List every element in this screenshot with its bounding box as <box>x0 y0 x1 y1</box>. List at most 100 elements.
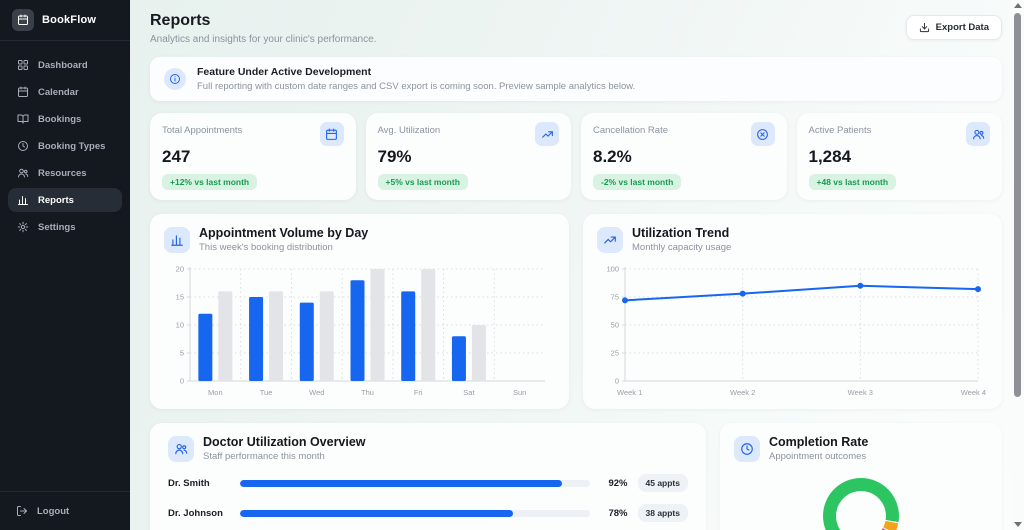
vertical-scrollbar[interactable] <box>1012 0 1024 530</box>
logout-label: Logout <box>37 506 69 517</box>
doctor-row-dr-johnson: Dr. Johnson78%38 appts <box>168 504 688 522</box>
stat-value: 79% <box>378 147 560 167</box>
banner-text: Full reporting with custom date ranges a… <box>197 81 635 92</box>
stat-trend-badge: -2% vs last month <box>593 174 681 190</box>
sidebar-item-label: Dashboard <box>38 60 88 71</box>
svg-text:5: 5 <box>180 349 184 358</box>
doctor-utilization-card: Doctor Utilization Overview Staff perfor… <box>150 423 706 530</box>
sidebar-item-label: Settings <box>38 222 75 233</box>
sidebar-item-label: Booking Types <box>38 141 105 152</box>
completion-card-title: Completion Rate <box>769 435 868 449</box>
svg-text:Sat: Sat <box>463 388 475 397</box>
calendar-icon <box>17 86 29 98</box>
stat-label: Active Patients <box>809 125 872 136</box>
sidebar-item-label: Calendar <box>38 87 79 98</box>
volume-chart-subtitle: This week's booking distribution <box>199 242 368 253</box>
svg-text:Fri: Fri <box>414 388 423 397</box>
svg-text:25: 25 <box>611 349 619 358</box>
scrollbar-up-arrow[interactable] <box>1014 3 1022 8</box>
sidebar-item-label: Bookings <box>38 114 81 125</box>
doctor-card-title: Doctor Utilization Overview <box>203 435 366 449</box>
utilization-bar-fill <box>240 480 562 487</box>
clock-icon <box>17 140 29 152</box>
page-header: Reports Analytics and insights for your … <box>150 12 1002 45</box>
stat-card-cancellation-rate: Cancellation Rate8.2%-2% vs last month <box>581 113 787 200</box>
svg-text:Week 3: Week 3 <box>848 388 873 397</box>
doctor-utilization-list: Dr. Smith 92% 45 appts Dr. Johnson78%38 app… <box>168 474 688 530</box>
stat-label: Avg. Utilization <box>378 125 441 136</box>
logout-icon <box>16 505 28 517</box>
svg-text:Thu: Thu <box>361 388 374 397</box>
utilization-bar-fill <box>240 510 513 517</box>
sidebar-item-label: Reports <box>38 195 74 206</box>
stat-value: 8.2% <box>593 147 775 167</box>
calendar-logo-icon <box>12 9 34 31</box>
donut-hole <box>836 491 886 530</box>
clock-icon <box>734 436 760 462</box>
logout-button[interactable]: Logout <box>0 491 130 530</box>
page-title: Reports <box>150 12 376 30</box>
appointments-badge: 45 appts <box>638 474 689 492</box>
stat-value: 1,284 <box>809 147 991 167</box>
svg-text:Wed: Wed <box>309 388 324 397</box>
sidebar-item-dashboard[interactable]: Dashboard <box>8 53 122 77</box>
svg-text:0: 0 <box>615 377 619 386</box>
book-icon <box>17 113 29 125</box>
sidebar-nav: Dashboard Calendar Bookings Booking Types Re… <box>0 41 130 239</box>
doctor-row-dr-smith: Dr. Smith 92% 45 appts <box>168 474 688 492</box>
appointment-volume-card: Appointment Volume by Day This week's bo… <box>150 214 569 409</box>
download-icon <box>919 22 930 33</box>
sidebar-item-calendar[interactable]: Calendar <box>8 80 122 104</box>
svg-text:50: 50 <box>611 321 619 330</box>
stat-trend-badge: +12% vs last month <box>162 174 257 190</box>
doctor-name: Dr. Johnson <box>168 508 230 519</box>
calendar-icon <box>320 122 344 146</box>
sidebar-item-bookings[interactable]: Bookings <box>8 107 122 131</box>
bar-chart-svg: 05101520MonTueWedThuFriSatSun <box>164 261 555 401</box>
banner-title: Feature Under Active Development <box>197 66 635 78</box>
bottom-row: Doctor Utilization Overview Staff perfor… <box>150 423 1002 530</box>
info-icon <box>164 68 186 90</box>
svg-text:0: 0 <box>180 377 184 386</box>
scrollbar-down-arrow[interactable] <box>1014 522 1022 527</box>
completion-donut-chart <box>823 478 899 530</box>
utilization-bar-track <box>240 480 590 487</box>
scrollbar-thumb[interactable] <box>1014 13 1021 397</box>
utilization-percent: 92% <box>600 478 628 489</box>
doctor-card-subtitle: Staff performance this month <box>203 451 366 462</box>
export-data-button[interactable]: Export Data <box>906 15 1002 40</box>
app-logo: BookFlow <box>0 0 130 41</box>
appointment-volume-bar-chart: 05101520MonTueWedThuFriSatSun <box>164 261 555 401</box>
stat-trend-badge: +48 vs last month <box>809 174 897 190</box>
stat-label: Total Appointments <box>162 125 242 136</box>
stat-card-total-appointments: Total Appointments247+12% vs last month <box>150 113 356 200</box>
stat-card-avg-utilization: Avg. Utilization 79% +5% vs last month <box>366 113 572 200</box>
utilization-trend-card: Utilization Trend Monthly capacity usage… <box>583 214 1002 409</box>
page-subtitle: Analytics and insights for your clinic's… <box>150 34 376 45</box>
cancel-icon <box>751 122 775 146</box>
utilization-trend-line-chart: 0255075100Week 1Week 2Week 3Week 4 <box>597 261 988 401</box>
volume-chart-title: Appointment Volume by Day <box>199 226 368 240</box>
stat-trend-badge: +5% vs last month <box>378 174 468 190</box>
chart-icon <box>17 194 29 206</box>
app-name: BookFlow <box>42 14 96 26</box>
users-icon <box>168 436 194 462</box>
svg-text:Week 1: Week 1 <box>617 388 642 397</box>
sidebar-item-resources[interactable]: Resources <box>8 161 122 185</box>
sidebar-item-settings[interactable]: Settings <box>8 215 122 239</box>
sidebar-item-label: Resources <box>38 168 87 179</box>
completion-rate-card: Completion Rate Appointment outcomes <box>720 423 1002 530</box>
stat-card-active-patients: Active Patients 1,284 +48 vs last month <box>797 113 1003 200</box>
dev-notice-banner: Feature Under Active Development Full re… <box>150 57 1002 101</box>
users-icon <box>17 167 29 179</box>
sidebar-item-booking-types[interactable]: Booking Types <box>8 134 122 158</box>
svg-text:10: 10 <box>176 321 184 330</box>
svg-text:20: 20 <box>176 265 184 274</box>
svg-text:100: 100 <box>606 265 619 274</box>
svg-text:Tue: Tue <box>260 388 273 397</box>
svg-text:Week 4: Week 4 <box>961 388 986 397</box>
export-data-label: Export Data <box>936 22 989 33</box>
sidebar-item-reports[interactable]: Reports <box>8 188 122 212</box>
doctor-name: Dr. Smith <box>168 478 230 489</box>
stats-row: Total Appointments247+12% vs last monthA… <box>150 113 1002 200</box>
